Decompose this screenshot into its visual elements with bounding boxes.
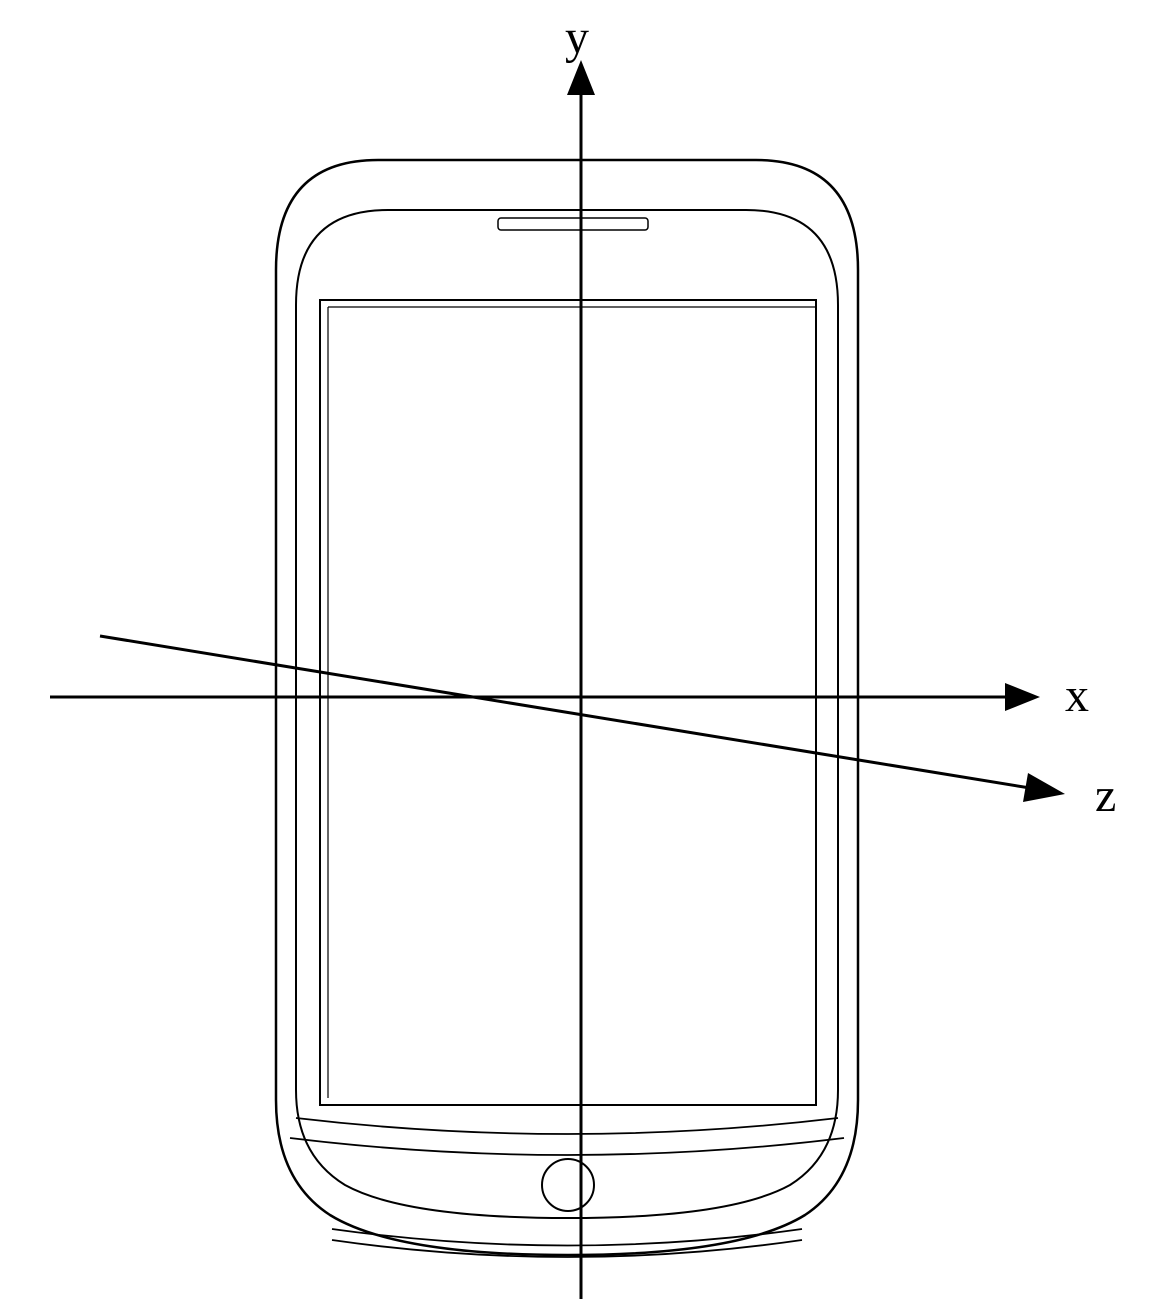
phone-inner-bezel	[296, 210, 838, 1218]
z-axis-line	[100, 636, 1030, 788]
z-axis-arrow	[1023, 773, 1065, 802]
z-axis-label: z	[1095, 768, 1116, 823]
phone-chin-line-2	[290, 1138, 844, 1155]
phone-screen	[320, 300, 816, 1105]
y-axis-label: y	[565, 10, 589, 65]
x-axis-label: x	[1065, 668, 1089, 723]
phone-chin-line-1	[296, 1118, 838, 1134]
diagram-canvas	[0, 0, 1170, 1299]
phone-speaker	[498, 218, 648, 230]
phone-bottom-seam	[332, 1229, 802, 1246]
x-axis-arrow	[1005, 683, 1040, 711]
phone-outer-body	[276, 160, 858, 1255]
phone-home-button	[542, 1159, 594, 1211]
y-axis-arrow	[567, 60, 595, 95]
